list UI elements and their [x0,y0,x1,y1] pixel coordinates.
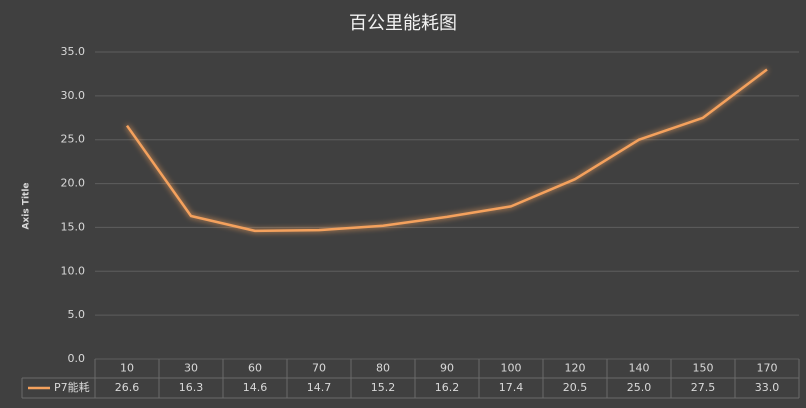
x-tick-label: 100 [501,362,522,375]
table-value: 33.0 [755,381,780,394]
table-value: 16.3 [179,381,204,394]
chart-title: 百公里能耗图 [349,13,457,34]
table-value: 15.2 [371,381,396,394]
y-tick-label: 25.0 [61,133,86,146]
table-value: 26.6 [115,381,140,394]
x-tick-label: 170 [757,362,778,375]
line-series [125,68,768,233]
table-value: 27.5 [691,381,716,394]
x-tick-label: 90 [440,362,454,375]
y-tick-label: 30.0 [61,89,86,102]
x-tick-label: 120 [565,362,586,375]
x-tick-label: 140 [629,362,650,375]
y-tick-label: 20.0 [61,177,86,190]
table-value: 25.0 [627,381,652,394]
table-value: 17.4 [499,381,524,394]
y-axis-title: Axis Title [22,182,32,229]
y-tick-label: 35.0 [61,45,86,58]
x-tick-label: 10 [120,362,134,375]
table-value: 14.6 [243,381,268,394]
x-tick-label: 150 [693,362,714,375]
x-tick-label: 80 [376,362,390,375]
table-value: 16.2 [435,381,460,394]
y-tick-label: 5.0 [68,308,86,321]
x-tick-label: 70 [312,362,326,375]
y-tick-label: 10.0 [61,264,86,277]
x-tick-label: 60 [248,362,262,375]
y-tick-label: 0.0 [68,352,86,365]
y-tick-label: 15.0 [61,220,86,233]
table-value: 14.7 [307,381,332,394]
x-tick-label: 30 [184,362,198,375]
table-value: 20.5 [563,381,588,394]
legend-label: P7能耗 [54,380,90,394]
